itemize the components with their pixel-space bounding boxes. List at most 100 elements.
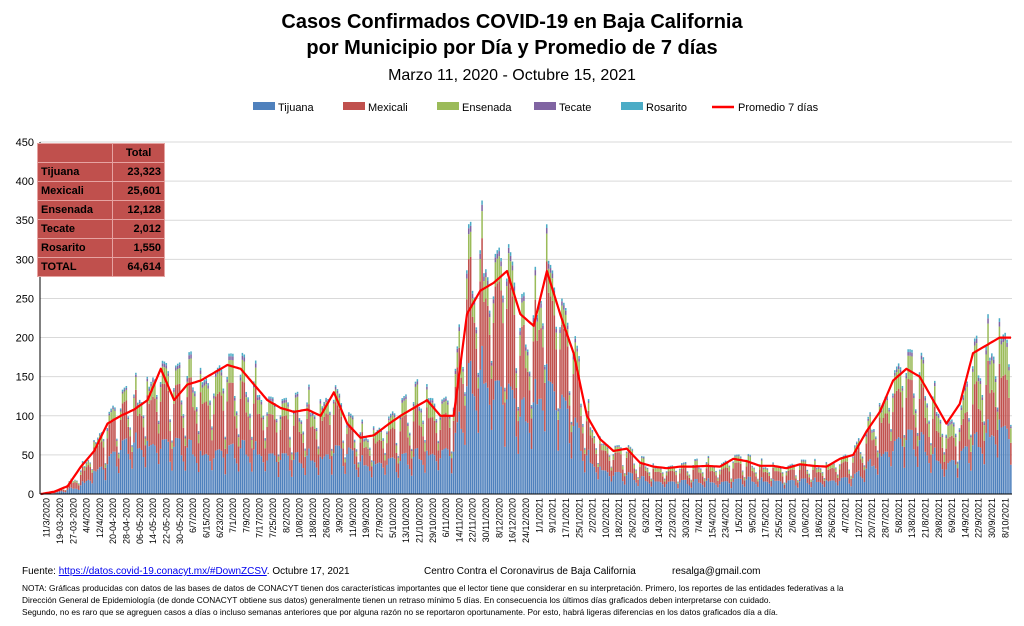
bar-rosarito xyxy=(907,349,909,353)
bar-tecate xyxy=(431,400,434,403)
totals-header-row: Total xyxy=(36,143,165,163)
bar-mexicali xyxy=(180,415,183,456)
bar-rosarito xyxy=(262,415,265,418)
bar-tijuana xyxy=(892,451,894,494)
bar-tijuana xyxy=(175,437,177,494)
bar-mexicali xyxy=(100,441,103,467)
bar-rosarito xyxy=(346,424,348,427)
bar-mexicali xyxy=(899,392,902,439)
bar-tijuana xyxy=(367,466,369,494)
bar-ensenada xyxy=(848,470,850,474)
bar-rosarito xyxy=(652,463,655,465)
bar-tijuana xyxy=(654,481,656,494)
bar-rosarito xyxy=(665,471,668,472)
bar-ensenada xyxy=(584,449,586,454)
bar-rosarito xyxy=(989,357,991,361)
bar-mexicali xyxy=(951,435,953,460)
bar-ensenada xyxy=(422,424,424,437)
bar-rosarito xyxy=(686,471,689,472)
bar-mexicali xyxy=(608,460,611,477)
bar-tecate xyxy=(724,461,727,463)
bar-ensenada xyxy=(483,281,485,302)
bar-tijuana xyxy=(209,461,211,494)
bar-ensenada xyxy=(669,467,672,471)
bar-mexicali xyxy=(374,443,377,465)
bar-tecate xyxy=(642,457,645,459)
bar-ensenada xyxy=(144,438,147,446)
bar-ensenada xyxy=(934,386,936,407)
bar-mexicali xyxy=(500,290,502,387)
bar-tecate xyxy=(426,386,428,390)
bar-tecate xyxy=(907,352,909,356)
bar-ensenada xyxy=(519,335,521,356)
bar-rosarito xyxy=(467,224,470,229)
bar-ensenada xyxy=(589,429,592,436)
bar-rosarito xyxy=(903,435,906,437)
bar-rosarito xyxy=(749,454,752,456)
x-tick-label: 26/8/2020 xyxy=(321,498,331,538)
bar-tijuana xyxy=(361,455,363,494)
bar-tijuana xyxy=(148,446,150,494)
bar-ensenada xyxy=(363,441,365,448)
bar-ensenada xyxy=(835,468,837,472)
bar-mexicali xyxy=(81,466,84,482)
bar-tijuana xyxy=(1008,439,1010,494)
bar-mexicali xyxy=(192,407,194,455)
bar-mexicali xyxy=(197,443,200,472)
bar-ensenada xyxy=(840,458,843,464)
bar-tecate xyxy=(958,429,961,432)
bar-mexicali xyxy=(281,416,284,454)
bar-tecate xyxy=(429,400,432,403)
bar-tecate xyxy=(226,379,228,383)
bar-tecate xyxy=(507,247,510,254)
bar-ensenada xyxy=(700,469,702,474)
x-tick-label: 27/9/2020 xyxy=(375,498,385,538)
bar-tijuana xyxy=(247,456,249,494)
bar-tijuana xyxy=(485,382,487,494)
bar-ensenada xyxy=(481,211,483,239)
bar-tijuana xyxy=(741,484,744,494)
bar-rosarito xyxy=(941,433,944,436)
bar-ensenada xyxy=(542,329,544,348)
bar-tijuana xyxy=(117,473,120,494)
bar-mexicali xyxy=(490,378,493,430)
bar-mexicali xyxy=(209,419,211,462)
bar-rosarito xyxy=(861,456,864,458)
bar-tijuana xyxy=(321,458,324,494)
bar-mexicali xyxy=(692,469,694,482)
bar-rosarito xyxy=(237,434,240,436)
bar-mexicali xyxy=(110,421,112,454)
bar-tecate xyxy=(397,456,400,458)
footer-notes: NOTA: Gráficas producidas con datos de l… xyxy=(22,582,1012,618)
bar-ensenada xyxy=(991,360,993,390)
bar-ensenada xyxy=(388,420,390,432)
bar-ensenada xyxy=(743,477,746,481)
bar-ensenada xyxy=(344,458,346,463)
bar-tijuana xyxy=(445,447,447,494)
bar-tijuana xyxy=(418,459,421,494)
bar-mexicali xyxy=(53,492,55,494)
bar-tecate xyxy=(359,433,362,436)
bar-ensenada xyxy=(370,462,373,467)
bar-ensenada xyxy=(654,468,656,472)
bar-tijuana xyxy=(762,481,765,494)
source-link[interactable]: https://datos.covid-19.conacyt.mx/#DownZ… xyxy=(58,566,267,577)
bar-mexicali xyxy=(157,433,160,465)
bar-ensenada xyxy=(395,445,398,453)
bar-rosarito xyxy=(256,395,259,398)
bar-mexicali xyxy=(589,435,592,463)
bar-mexicali xyxy=(612,459,615,476)
x-tick-label: 10/2/2021 xyxy=(601,498,611,538)
bar-mexicali xyxy=(660,472,662,483)
bar-mexicali xyxy=(747,461,750,477)
bar-rosarito xyxy=(481,200,483,205)
bar-tecate xyxy=(606,447,609,449)
bar-ensenada xyxy=(873,431,875,440)
bar-mexicali xyxy=(911,380,913,430)
bar-ensenada xyxy=(131,446,133,452)
bar-ensenada xyxy=(507,253,510,280)
bar-rosarito xyxy=(241,352,244,356)
bar-tijuana xyxy=(313,462,316,494)
bar-mexicali xyxy=(791,469,793,480)
